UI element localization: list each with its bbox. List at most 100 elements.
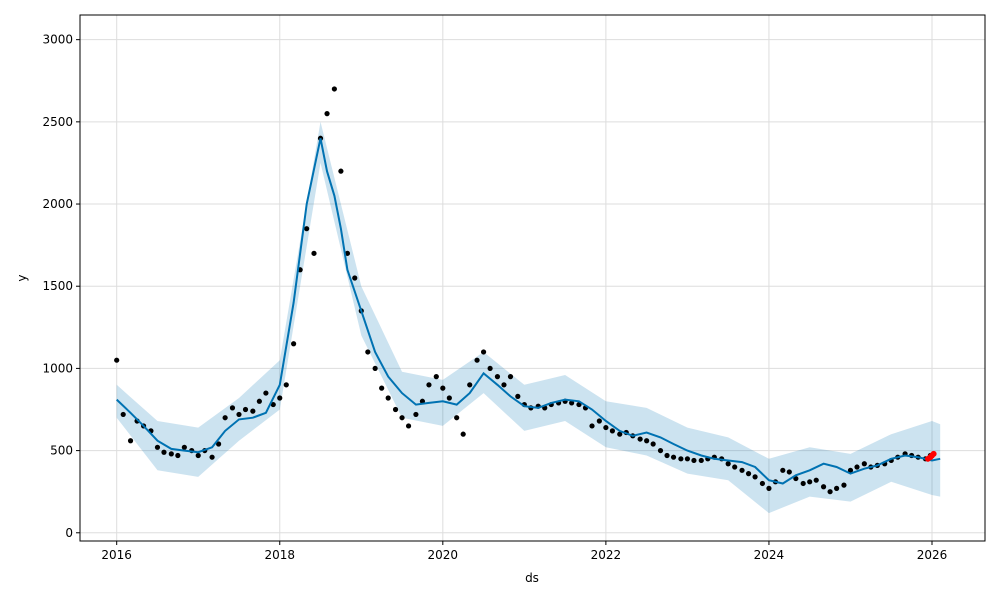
observed-point: [120, 411, 126, 418]
observed-point: [311, 250, 317, 256]
observed-point: [501, 382, 507, 388]
observed-point: [209, 454, 215, 460]
observed-point: [847, 467, 854, 473]
observed-point: [181, 444, 187, 450]
observed-point: [229, 405, 236, 411]
observed-point: [405, 423, 412, 429]
observed-point: [739, 467, 745, 473]
uncertainty-band-area: [116, 121, 941, 514]
observed-point: [759, 480, 766, 487]
observed-point: [467, 382, 473, 388]
observed-point: [507, 374, 514, 380]
observed-point: [664, 452, 670, 459]
observed-point: [331, 86, 337, 92]
observed-point: [487, 365, 493, 372]
observed-point: [827, 489, 833, 495]
observed-point: [216, 441, 222, 447]
observed-point: [263, 390, 269, 396]
x-axis-ticks: 2016 2018 2020 2022 2024 2026: [101, 541, 947, 562]
observed-point: [168, 451, 174, 457]
observed-point: [691, 457, 697, 464]
observed-point: [242, 406, 249, 413]
observed-point: [854, 464, 860, 470]
observed-point: [433, 374, 439, 380]
observed-point: [440, 385, 446, 391]
observed-point: [127, 438, 134, 444]
observed-point: [460, 431, 466, 437]
observed-point: [446, 395, 452, 401]
observed-point: [250, 408, 256, 414]
grid-lines: [80, 15, 985, 541]
observed-point: [617, 431, 623, 437]
observed-point: [392, 406, 399, 413]
observed-point: [474, 357, 480, 363]
observed-point: [256, 398, 262, 404]
observed-point: [684, 456, 691, 462]
observed-point: [569, 400, 575, 406]
forecast-line: [116, 138, 941, 485]
observed-point: [807, 479, 813, 485]
y-axis-label: y: [15, 274, 29, 281]
observed-point: [637, 436, 643, 442]
observed-point: [222, 415, 228, 421]
observed-point: [426, 382, 432, 388]
observed-point: [413, 411, 419, 418]
observed-point: [161, 449, 167, 455]
observed-point: [338, 168, 344, 174]
observed-point: [236, 411, 242, 418]
observed-point: [114, 357, 120, 363]
observed-point: [195, 452, 201, 459]
observed-point: [820, 484, 827, 490]
observed-point: [745, 471, 752, 477]
x-tick-label: 2016: [101, 548, 132, 562]
observed-point: [277, 395, 283, 401]
x-tick-label: 2024: [754, 548, 785, 562]
observed-point: [766, 485, 772, 491]
observed-point: [399, 415, 405, 421]
observed-point: [344, 250, 351, 256]
observed-point: [698, 457, 704, 464]
observed-point: [725, 461, 731, 467]
highlight-point: [930, 450, 937, 457]
y-tick-label: 2000: [42, 197, 73, 211]
observed-point: [352, 275, 358, 281]
observed-point: [678, 456, 684, 462]
y-tick-label: 0: [65, 526, 73, 540]
observed-point: [372, 365, 378, 372]
observed-point: [304, 226, 310, 232]
forecast-line-group: [116, 138, 941, 485]
y-tick-label: 1500: [42, 279, 73, 293]
observed-point: [480, 349, 487, 355]
observed-point: [270, 401, 276, 408]
x-tick-label: 2018: [264, 548, 295, 562]
observed-point: [861, 461, 867, 467]
observed-point: [154, 444, 161, 450]
y-tick-label: 1000: [42, 361, 73, 375]
observed-point: [283, 382, 289, 388]
observed-point: [175, 452, 181, 459]
observed-point: [603, 424, 609, 431]
observed-point: [596, 418, 602, 424]
x-axis-label: ds: [525, 571, 539, 585]
x-tick-label: 2026: [917, 548, 948, 562]
y-tick-label: 3000: [42, 33, 73, 47]
observed-point: [385, 395, 391, 401]
observed-point: [365, 349, 371, 355]
observed-point: [752, 474, 758, 480]
observed-point: [657, 447, 664, 454]
observed-point: [732, 464, 738, 470]
observed-point: [379, 385, 385, 391]
observed-point: [589, 423, 595, 429]
observed-point: [454, 415, 460, 421]
observed-point: [780, 467, 786, 473]
y-tick-label: 2500: [42, 115, 73, 129]
observed-point: [841, 482, 847, 488]
x-tick-label: 2022: [591, 548, 622, 562]
observed-point: [291, 341, 297, 347]
observed-point: [650, 441, 656, 447]
plot-frame: [79, 14, 986, 542]
observed-point: [609, 428, 616, 434]
observed-point: [644, 438, 650, 444]
